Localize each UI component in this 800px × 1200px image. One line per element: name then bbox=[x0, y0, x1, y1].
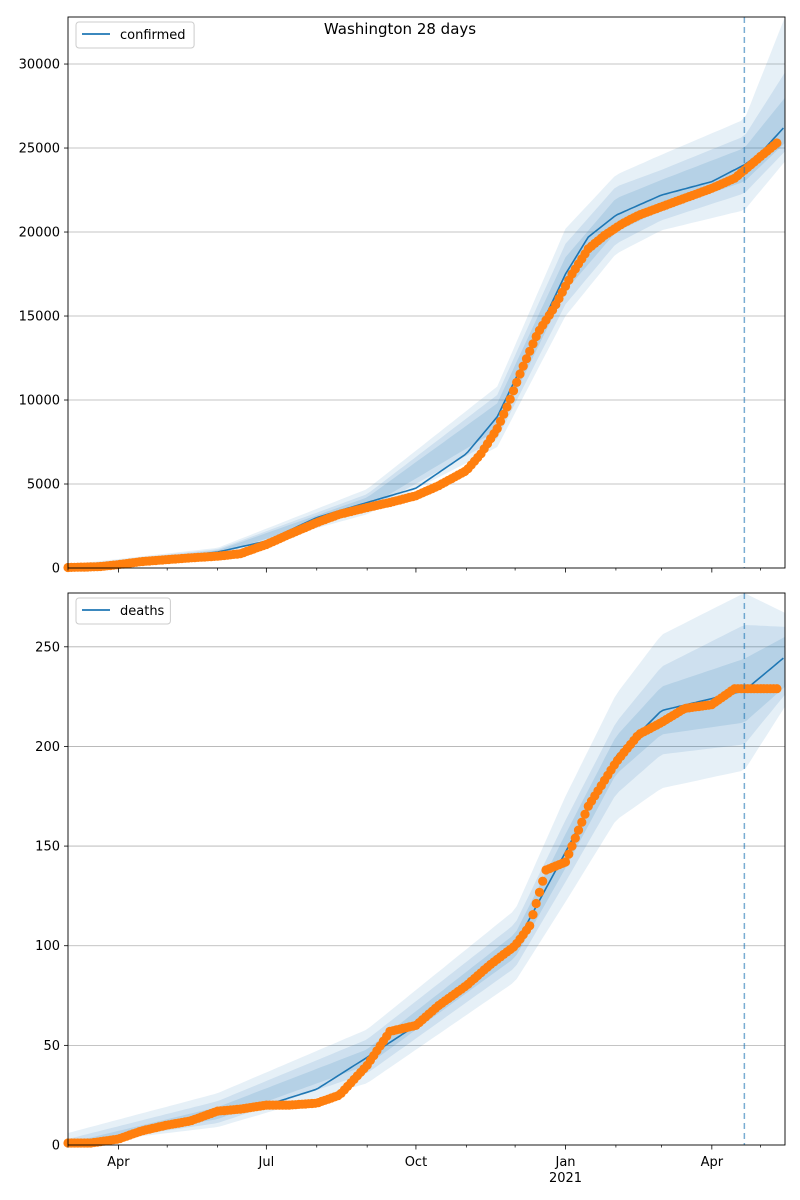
x-tick-label: Jan bbox=[554, 1155, 575, 1170]
observed-point bbox=[518, 361, 528, 371]
x-tick-label: Oct bbox=[405, 1155, 427, 1170]
observed-point bbox=[495, 416, 506, 426]
y-tick-label: 10000 bbox=[19, 394, 60, 409]
plot-frame bbox=[67, 592, 786, 1146]
observed-point bbox=[492, 424, 502, 434]
observed-point bbox=[502, 402, 512, 412]
legend-box bbox=[75, 597, 171, 625]
legend: confirmed bbox=[75, 21, 195, 49]
observed-point bbox=[499, 409, 509, 419]
legend-box bbox=[75, 21, 195, 49]
y-tick-label: 0 bbox=[52, 1139, 60, 1154]
plot-frame bbox=[67, 16, 786, 569]
y-tick-label: 20000 bbox=[19, 226, 60, 241]
y-tick-label: 5000 bbox=[27, 478, 60, 493]
x-tick-label: Jul bbox=[258, 1155, 275, 1170]
y-tick-label: 200 bbox=[35, 740, 60, 755]
observed-point bbox=[525, 921, 535, 931]
band-80-interval bbox=[68, 625, 785, 1145]
band-95-interval bbox=[68, 17, 785, 568]
y-tick-label: 15000 bbox=[19, 310, 60, 325]
legend-label: deaths bbox=[120, 604, 165, 619]
y-tick-label: 150 bbox=[35, 840, 60, 855]
observed-point bbox=[580, 809, 590, 819]
observed-point bbox=[521, 354, 532, 364]
observed-point bbox=[567, 841, 577, 851]
y-tick-label: 25000 bbox=[19, 142, 60, 157]
observed-point bbox=[538, 876, 548, 886]
observed-point bbox=[573, 825, 584, 835]
observed-point bbox=[564, 849, 574, 859]
y-tick-label: 50 bbox=[43, 1039, 60, 1054]
observed-point bbox=[505, 394, 515, 404]
y-tick-label: 30000 bbox=[19, 58, 60, 73]
observed-point bbox=[528, 910, 538, 920]
x-tick-label: Apr bbox=[701, 1155, 724, 1170]
band-95-interval bbox=[68, 593, 785, 1145]
observed-point bbox=[570, 833, 580, 843]
observed-point bbox=[508, 386, 519, 396]
band-80-interval bbox=[68, 72, 785, 569]
band-50-interval bbox=[68, 636, 785, 1145]
x-year-label: 2021 bbox=[549, 1171, 582, 1186]
y-tick-label: 250 bbox=[35, 640, 60, 655]
observed-point bbox=[525, 346, 535, 356]
y-tick-label: 0 bbox=[52, 562, 60, 577]
observed-point bbox=[560, 857, 571, 867]
observed-point bbox=[515, 369, 525, 379]
legend-label: confirmed bbox=[120, 28, 186, 43]
band-50-interval bbox=[68, 97, 785, 568]
observed-point bbox=[528, 339, 538, 349]
observed-point bbox=[577, 817, 587, 827]
confirmed-panel: 0 5000 10000 15000 20000 25000 30000 confirmed bbox=[19, 16, 786, 577]
observed-point bbox=[531, 898, 541, 909]
observed-point bbox=[512, 377, 522, 387]
x-tick-label: Apr bbox=[107, 1155, 130, 1170]
observed-point bbox=[772, 684, 782, 694]
y-tick-label: 100 bbox=[35, 939, 60, 954]
legend: deaths bbox=[75, 597, 171, 625]
observed-point bbox=[534, 887, 545, 897]
chart-title: Washington 28 days bbox=[323, 20, 477, 38]
observed-point bbox=[772, 138, 782, 148]
